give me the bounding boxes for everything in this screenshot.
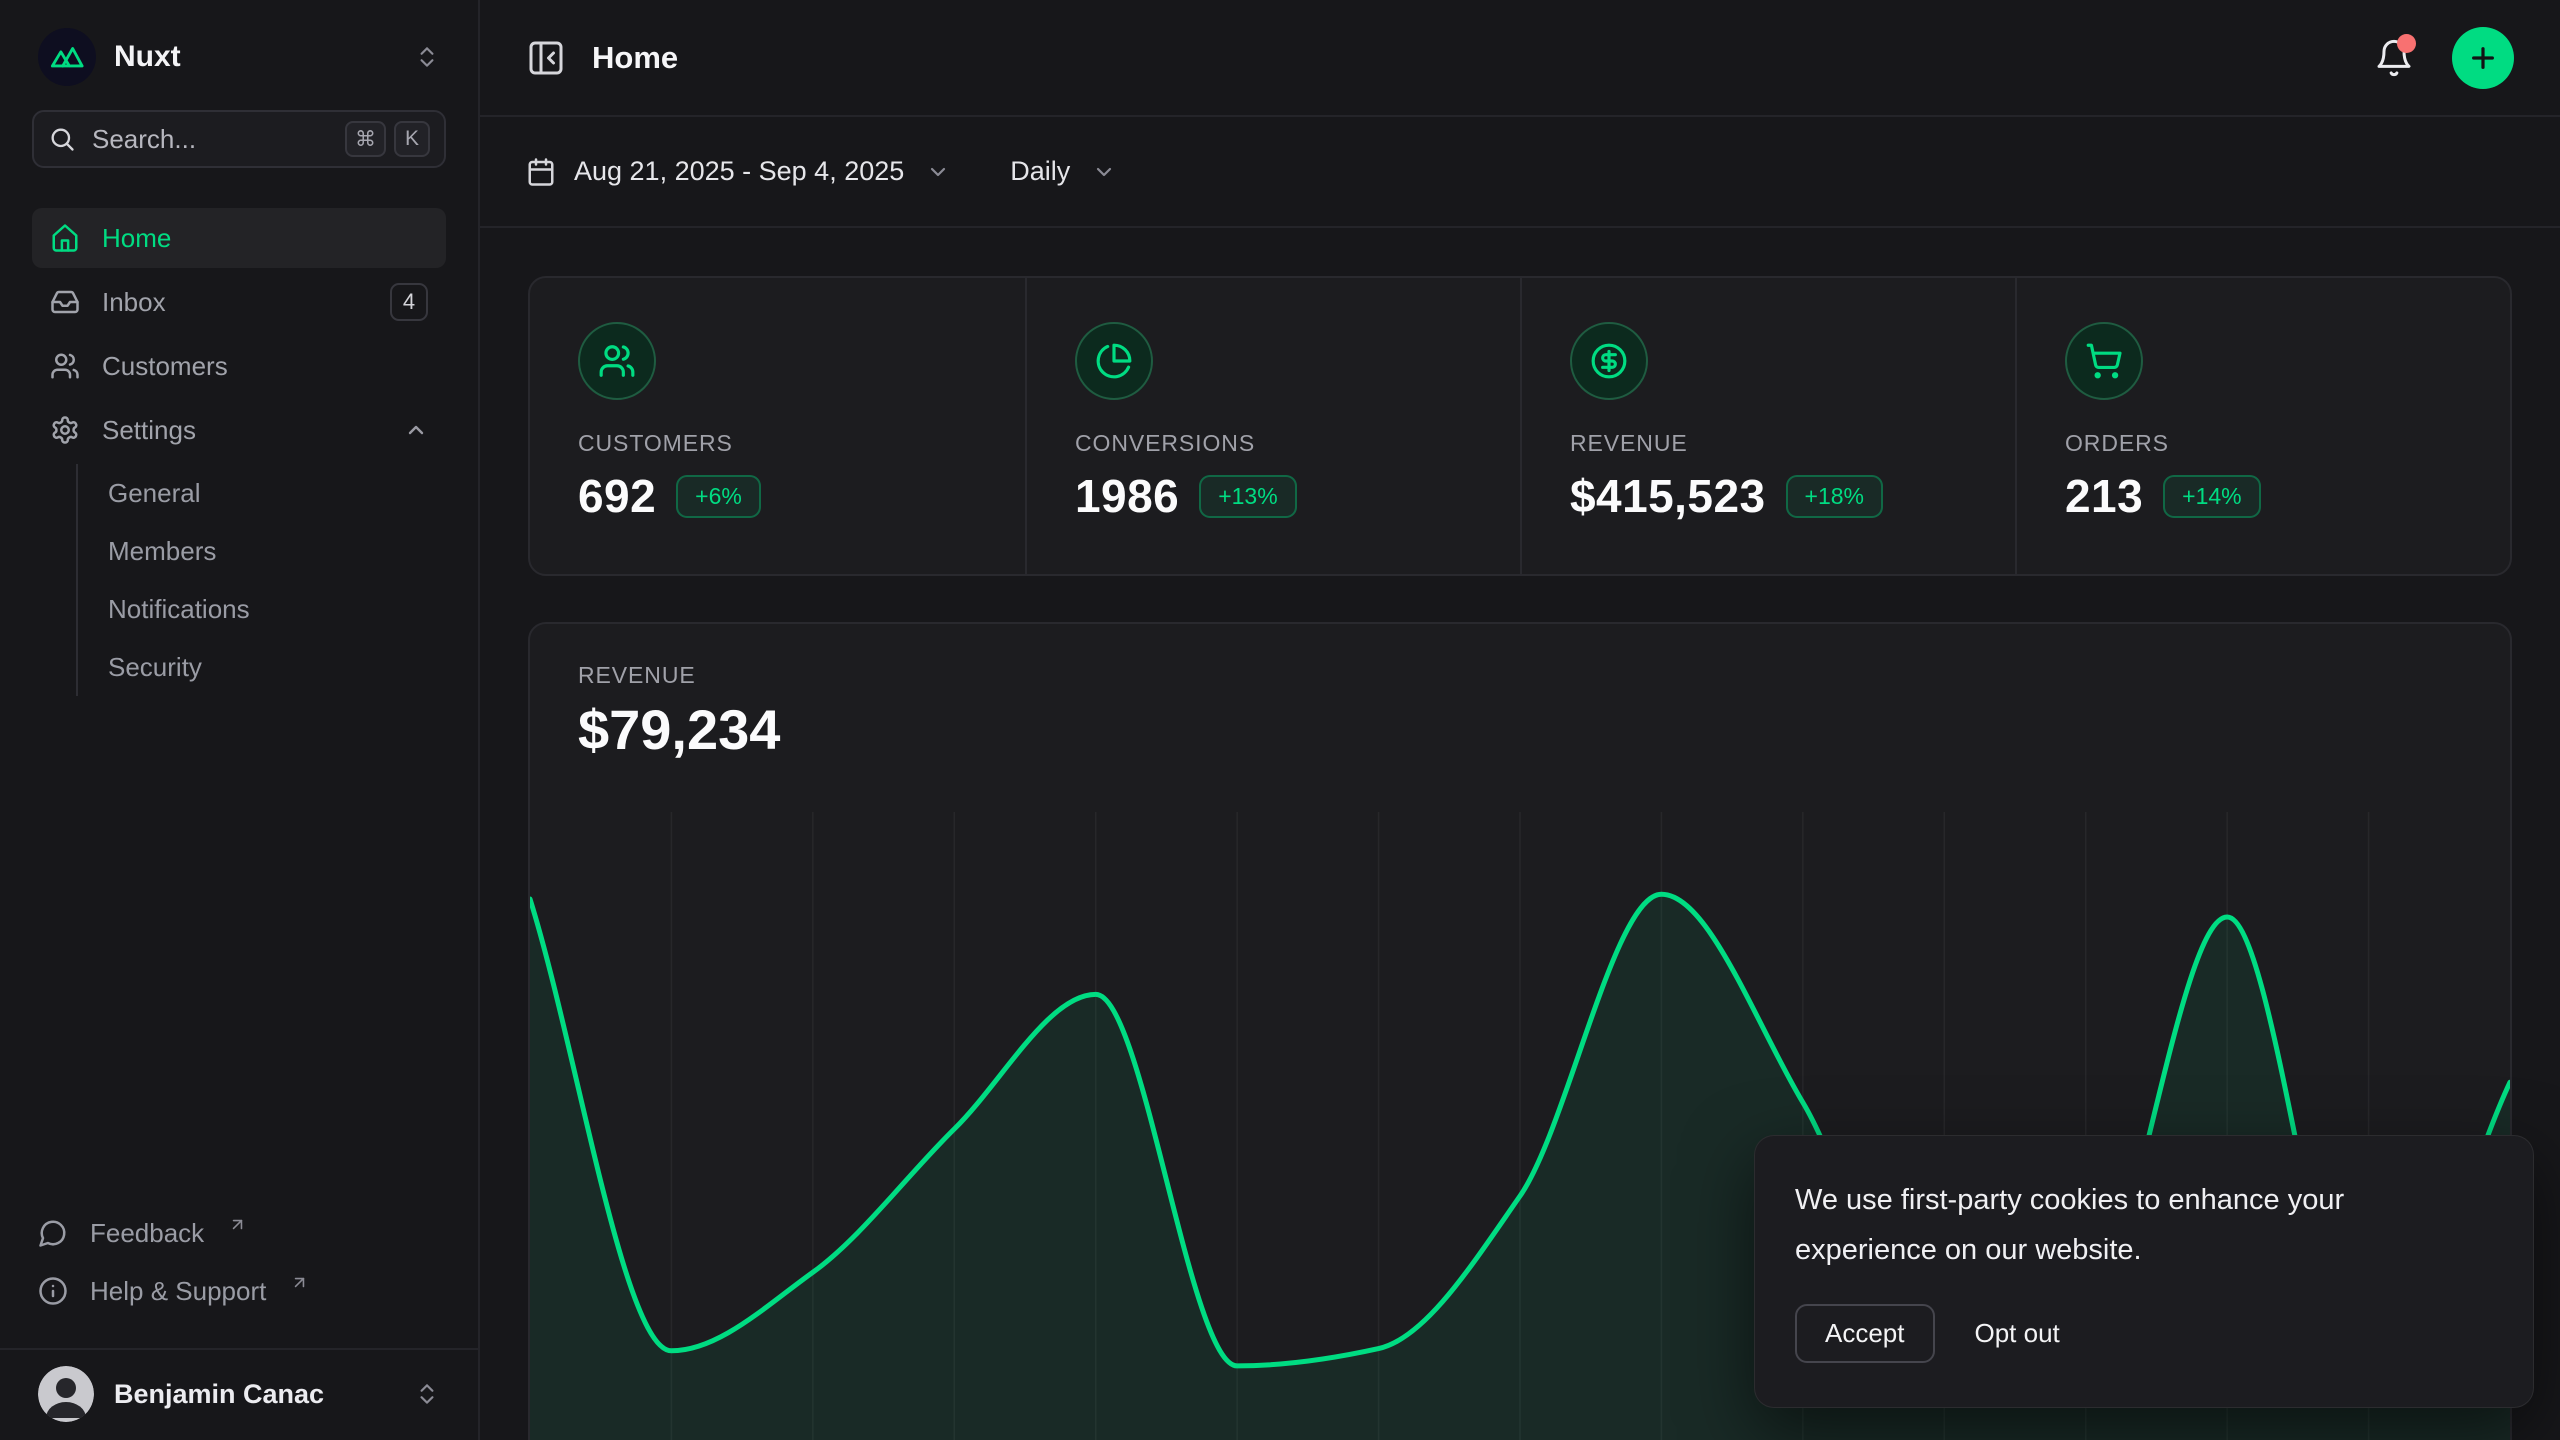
search-placeholder: Search...	[92, 124, 196, 155]
pie-chart-icon	[1075, 322, 1153, 400]
stat-card-orders[interactable]: ORDERS 213 +14%	[2015, 278, 2510, 574]
stat-value: 1986	[1075, 469, 1179, 523]
avatar	[38, 1366, 94, 1422]
cookie-banner: We use first-party cookies to enhance yo…	[1754, 1135, 2534, 1408]
sidebar-nav: Home Inbox 4 Customers Settings	[32, 208, 446, 696]
nuxt-logo	[38, 28, 96, 86]
sidebar-item-inbox[interactable]: Inbox 4	[32, 272, 446, 332]
sidebar-item-label: Settings	[102, 415, 196, 446]
chevrons-up-down-icon	[414, 1381, 440, 1407]
stat-label: REVENUE	[1570, 430, 1967, 457]
sidebar-subitem-notifications[interactable]: Notifications	[78, 580, 446, 638]
add-button[interactable]	[2452, 27, 2514, 89]
stat-delta-badge: +13%	[1199, 475, 1296, 518]
workspace-name: Nuxt	[114, 40, 181, 74]
sidebar-subitem-security[interactable]: Security	[78, 638, 446, 696]
feedback-label: Feedback	[90, 1218, 204, 1249]
sidebar-item-home[interactable]: Home	[32, 208, 446, 268]
chevron-down-icon	[926, 160, 950, 184]
sidebar-item-customers[interactable]: Customers	[32, 336, 446, 396]
stats-panel: CUSTOMERS 692 +6% CONVERSIONS 1986 +13%	[528, 276, 2512, 576]
kbd-cmd: ⌘	[345, 121, 386, 157]
chevrons-up-down-icon	[414, 44, 440, 70]
user-menu[interactable]: Benjamin Canac	[32, 1350, 446, 1440]
dollar-circle-icon	[1570, 322, 1648, 400]
sidebar-subitem-members[interactable]: Members	[78, 522, 446, 580]
revenue-chart-value: $79,234	[578, 697, 2462, 762]
user-name: Benjamin Canac	[114, 1379, 324, 1410]
help-support-label: Help & Support	[90, 1276, 266, 1307]
stat-card-revenue[interactable]: REVENUE $415,523 +18%	[1520, 278, 2015, 574]
stat-card-conversions[interactable]: CONVERSIONS 1986 +13%	[1025, 278, 1520, 574]
stat-value: $415,523	[1570, 469, 1766, 523]
sidebar-collapse-icon[interactable]	[526, 38, 566, 78]
search-icon	[48, 125, 76, 153]
settings-sub-list: General Members Notifications Security	[76, 464, 446, 696]
search-input[interactable]: Search... ⌘ K	[32, 110, 446, 168]
gear-icon	[50, 415, 80, 445]
date-range-label: Aug 21, 2025 - Sep 4, 2025	[574, 156, 904, 187]
granularity-label: Daily	[1010, 156, 1070, 187]
chat-bubble-icon	[38, 1218, 68, 1248]
stat-label: CUSTOMERS	[578, 430, 977, 457]
users-icon	[50, 351, 80, 381]
external-link-icon	[228, 1215, 247, 1234]
kbd-k: K	[394, 121, 430, 157]
inbox-icon	[50, 287, 80, 317]
filters-toolbar: Aug 21, 2025 - Sep 4, 2025 Daily	[480, 117, 2560, 228]
sidebar-footer: Feedback Help & Support	[32, 1204, 446, 1334]
home-icon	[50, 223, 80, 253]
sidebar-item-label: Customers	[102, 351, 228, 382]
search-shortcut: ⌘ K	[345, 121, 430, 157]
users-icon	[578, 322, 656, 400]
stat-value: 213	[2065, 469, 2143, 523]
stat-value: 692	[578, 469, 656, 523]
stat-card-customers[interactable]: CUSTOMERS 692 +6%	[530, 278, 1025, 574]
cookie-optout-button[interactable]: Opt out	[1975, 1318, 2060, 1349]
revenue-chart-label: REVENUE	[578, 662, 2462, 689]
external-link-icon	[290, 1273, 309, 1292]
chevron-down-icon	[1092, 160, 1116, 184]
sidebar-subitem-general[interactable]: General	[78, 464, 446, 522]
stat-label: ORDERS	[2065, 430, 2462, 457]
stat-delta-badge: +18%	[1786, 475, 1883, 518]
chevron-up-icon	[404, 418, 428, 442]
cookie-accept-button[interactable]: Accept	[1795, 1304, 1935, 1363]
help-support-link[interactable]: Help & Support	[32, 1262, 446, 1320]
header-actions	[2374, 27, 2514, 89]
sidebar-item-label: Home	[102, 223, 171, 254]
granularity-select[interactable]: Daily	[1010, 156, 1116, 187]
sidebar-item-settings[interactable]: Settings	[32, 400, 446, 460]
sidebar-spacer	[32, 696, 446, 1204]
sidebar-item-label: Inbox	[102, 287, 166, 318]
workspace-switcher[interactable]: Nuxt	[32, 26, 446, 88]
cookie-message: We use first-party cookies to enhance yo…	[1795, 1176, 2455, 1276]
stat-delta-badge: +14%	[2163, 475, 2260, 518]
page-title: Home	[592, 40, 678, 76]
main-header: Home	[480, 0, 2560, 117]
info-circle-icon	[38, 1276, 68, 1306]
notifications-button[interactable]	[2374, 38, 2414, 78]
feedback-link[interactable]: Feedback	[32, 1204, 446, 1262]
cart-icon	[2065, 322, 2143, 400]
date-range-picker[interactable]: Aug 21, 2025 - Sep 4, 2025	[526, 156, 950, 187]
notification-dot	[2397, 34, 2416, 53]
stat-delta-badge: +6%	[676, 475, 761, 518]
sidebar: Nuxt Search... ⌘ K Home	[0, 0, 480, 1440]
inbox-count-badge: 4	[390, 283, 428, 321]
stat-label: CONVERSIONS	[1075, 430, 1472, 457]
calendar-icon	[526, 157, 556, 187]
